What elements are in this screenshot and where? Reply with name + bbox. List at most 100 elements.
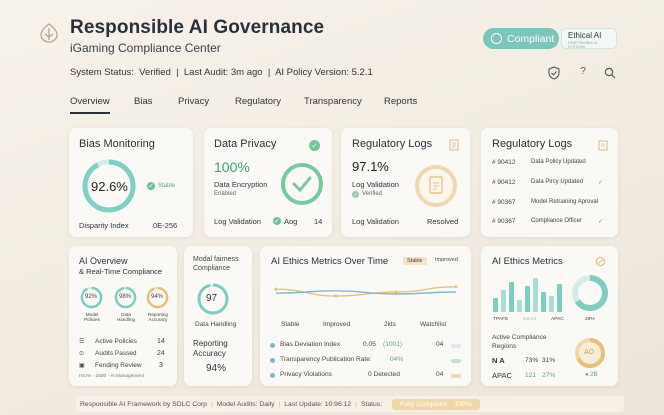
refresh-icon[interactable] — [595, 256, 606, 267]
bar-mark — [509, 282, 514, 312]
fairness-card[interactable]: Modal fairness Compliance 97 Data Handli… — [184, 246, 252, 386]
reglogs-log-label: Log Validation — [352, 217, 399, 226]
page-title: Responsible AI Governance — [70, 17, 325, 38]
ethics-metrics-card[interactable]: AI Ethics Metrics TPAFE sorvot APAC 29% … — [481, 246, 618, 386]
disparity-value: 0E-256 — [153, 221, 178, 230]
donut-pct: 29% — [585, 317, 595, 322]
bar-mark — [541, 292, 546, 312]
log-id: # 90412 — [492, 159, 516, 166]
log-text: Data Pircy Updated — [531, 179, 584, 185]
series-point — [454, 285, 458, 289]
aio-row-value: 14 — [157, 338, 165, 345]
dot-icon — [270, 343, 275, 348]
bar-mark — [517, 300, 522, 312]
log-text: Compliance Officer — [531, 218, 582, 224]
regulatory-logs-card[interactable]: Regulatory Logs 97.1% Log Validation ✓ V… — [341, 128, 470, 237]
disparity-label: Disparity Index — [79, 221, 129, 230]
fairness-title2: Compliance — [193, 265, 230, 272]
metric-label: Transparency Publication Rate: — [280, 356, 372, 363]
log-id: # 90412 — [492, 179, 516, 186]
aio-row-value: 24 — [157, 350, 165, 357]
x-tick: Improved — [323, 321, 351, 328]
series-point — [394, 290, 398, 294]
verified-label: Verified — [362, 191, 383, 197]
regions-title: Active Compliance — [492, 334, 547, 341]
l2-label: Data Handling — [116, 312, 136, 322]
footer-status-value: Fully Compliant — [400, 400, 447, 408]
x-tick: Stable — [281, 321, 300, 328]
bias-value: 92.6% — [91, 179, 128, 194]
help-icon[interactable]: ? — [580, 66, 586, 77]
encryption-label: Data Encryption — [214, 180, 268, 189]
reglogs2-title: Regulatory Logs — [492, 138, 573, 150]
policies-icon: ☰ — [79, 339, 85, 345]
stable-check-icon: ✓ — [147, 182, 155, 190]
bar-mark — [501, 290, 506, 312]
tab-transparency[interactable]: Transparency — [304, 96, 362, 107]
aio-footnote: ISU% · 2000 · AI Management — [79, 374, 145, 379]
regions-badge: ● 2B — [585, 372, 598, 378]
footer-update: Last Update: 10:96:12 — [284, 400, 352, 408]
tab-regulatory[interactable]: Regulatory — [235, 96, 281, 107]
compliant-label: Compliant — [507, 32, 555, 45]
privacy-ring — [281, 163, 323, 205]
reglogs-resolved: Resolved — [427, 217, 459, 226]
tab-overview[interactable]: Overview — [70, 96, 110, 107]
ai-overview-card[interactable]: AI Overview & Real-Time Compliance 92% 9… — [69, 246, 177, 386]
bar-mark — [525, 286, 530, 312]
log-check-icon: ✓ — [598, 219, 604, 225]
region-apac-v2: 27% — [542, 372, 556, 379]
l3-label: Reporting Accuracy — [148, 312, 168, 322]
reporting-ring — [146, 286, 169, 309]
tab-privacy[interactable]: Privacy — [178, 96, 210, 107]
encryption-status: Enabled — [214, 191, 237, 197]
bar-mark — [533, 278, 538, 312]
reglogs-title: Regulatory Logs — [352, 138, 433, 150]
log-id: # 90367 — [492, 218, 516, 225]
metric-num: 04 — [436, 371, 444, 378]
ethics-over-time-card[interactable]: AI Ethics Metrics Over Time Stable Impro… — [260, 246, 471, 386]
l1-label: Model Policies — [84, 312, 100, 322]
regulatory-logs-list-card[interactable]: Regulatory Logs # 90412 Data Policy Updat… — [481, 128, 618, 237]
aio-row-label: Fending Review — [95, 362, 142, 369]
r2-value: 98% — [119, 294, 132, 300]
footer-framework: Responsible AI Framework by SDLC Corp — [80, 400, 207, 408]
bar-x-tick: sorvot — [523, 317, 537, 322]
data-privacy-card[interactable]: Data Privacy ✓ 100% Data Encryption Enab… — [204, 128, 332, 237]
fairness-ring-value: 97 — [206, 293, 218, 304]
reglogs-label: Log Validation — [352, 180, 399, 189]
shield-check-icon[interactable] — [547, 66, 561, 80]
r1-value: 92% — [85, 294, 98, 300]
metric-label: Privacy Violations — [280, 371, 332, 378]
privacy-title: Data Privacy — [214, 138, 277, 150]
page-subtitle: iGaming Compliance Center — [70, 41, 221, 55]
metric-value: 0 Detected — [368, 371, 400, 378]
model-policies-ring — [80, 286, 103, 309]
bias-monitoring-card[interactable]: Bias Monitoring 92.6% ✓ Stable Disparity… — [69, 128, 193, 237]
ethics-bar-chart — [493, 278, 562, 312]
dot-icon — [270, 373, 275, 378]
fairness-data-handling: Data Handling — [195, 321, 237, 328]
tab-bias[interactable]: Bias — [134, 96, 153, 107]
bar-x-tick: TPAFE — [493, 317, 509, 322]
system-status: System Status: Verified | Last Audit: 3m… — [70, 67, 373, 78]
tab-reports[interactable]: Reports — [384, 96, 418, 107]
footer-bar: Responsible AI Framework by SDLC Corp | M… — [76, 396, 624, 412]
shield-leaf-icon — [40, 23, 58, 43]
log-id: # 90367 — [492, 199, 516, 206]
privacy-count: 14 — [314, 217, 323, 226]
metric-value: 04% — [390, 356, 404, 363]
doc-ring — [415, 165, 457, 207]
series-line-0 — [275, 286, 457, 297]
footer-status-pct: 100% — [454, 400, 472, 408]
compliant-button[interactable]: Compliant — [483, 28, 559, 49]
search-icon[interactable] — [603, 66, 617, 80]
metric-num: 04 — [436, 341, 444, 348]
region-na-v1: 73% — [525, 357, 539, 364]
privacy-value: 100% — [214, 159, 250, 175]
document-icon — [449, 139, 459, 151]
privacy-log-check-icon: ✓ — [273, 217, 281, 225]
privacy-check-icon: ✓ — [309, 140, 320, 151]
bar-x-tick: APAC — [551, 317, 564, 322]
